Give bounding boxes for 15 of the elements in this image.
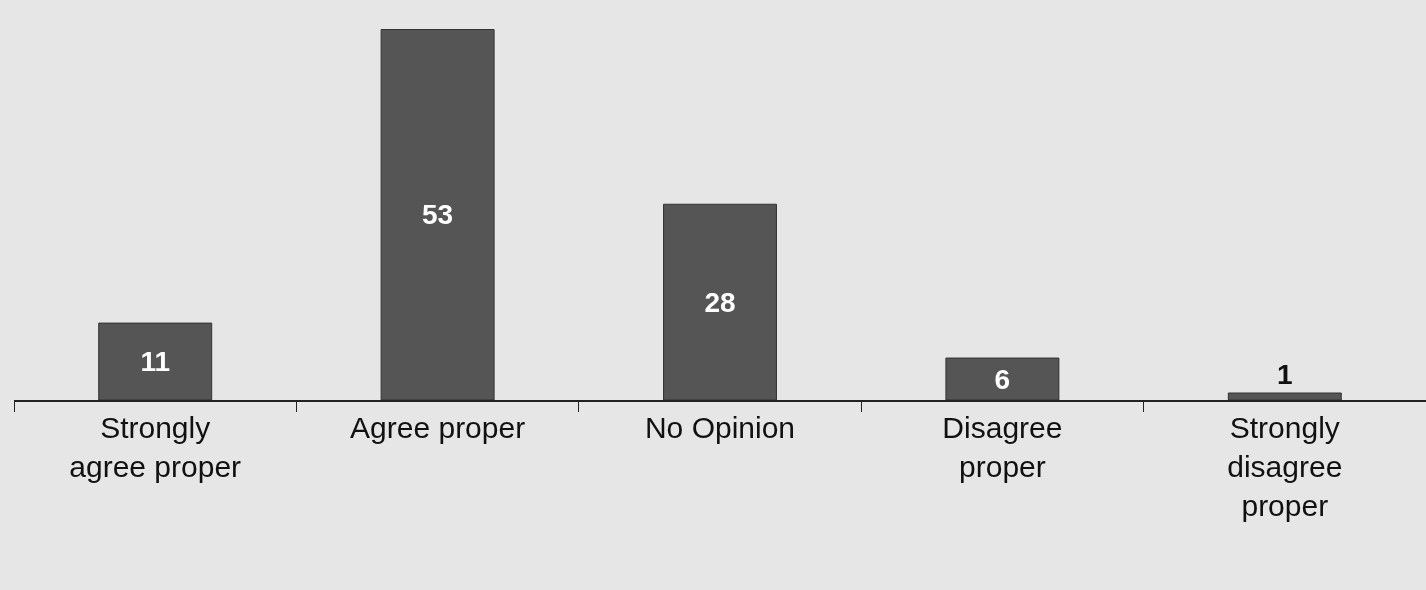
data-label: 1 <box>1277 359 1293 391</box>
x-tick-label: Disagree proper <box>942 411 1063 483</box>
bar <box>98 322 213 400</box>
bar <box>1227 392 1342 400</box>
x-tick-label: Strongly agree proper <box>69 411 242 483</box>
bar <box>380 29 495 400</box>
data-label: 11 <box>140 346 170 378</box>
data-label: 6 <box>994 363 1011 395</box>
data-label: 53 <box>422 199 454 231</box>
x-tick-label: No Opinion <box>644 411 796 444</box>
data-label: 28 <box>704 286 736 318</box>
x-tick-label: Strongly disagree proper <box>1227 411 1343 522</box>
bar <box>945 357 1060 400</box>
x-tick-label: Agree proper <box>350 411 526 444</box>
bar <box>663 203 777 400</box>
